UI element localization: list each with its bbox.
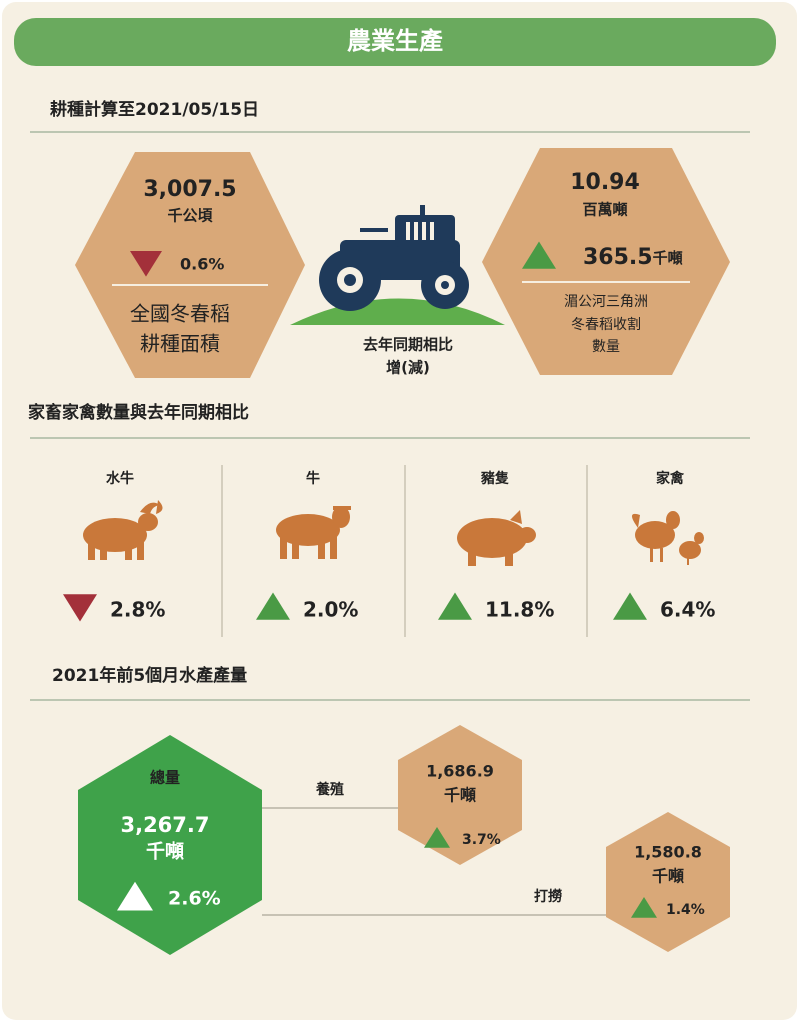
change: 6.4% [660,598,715,622]
connector-label: 打撈 [534,888,562,905]
change: 11.8% [485,598,554,622]
value: 1,580.8 [634,843,702,862]
change: 2.6% [168,888,221,910]
unit: 千公頃 [167,207,213,225]
unit: 百萬噸 [582,201,627,219]
compare-label: 去年同期相比 [363,336,453,354]
change: 0.6% [180,255,224,274]
trend-icon [130,251,162,277]
trend-icon [613,592,647,620]
change-unit: 千噸 [653,249,683,267]
trend-icon [63,594,97,622]
triangle [613,592,647,620]
animal-name: 牛 [306,470,320,487]
animal-icons [83,500,704,566]
value: 3,267.7 [120,813,209,837]
triangle [631,896,657,918]
triangle [63,594,97,622]
triangle [424,826,450,848]
section-heading: 耕種計算至2021/05/15日 [50,99,259,120]
value: 1,686.9 [426,762,494,781]
label: 總量 [150,769,180,787]
label: 湄公河三角洲 [564,294,648,310]
column-dividers [221,465,588,637]
trend-icon [522,241,556,269]
change: 2.0% [303,598,358,622]
section-heading: 2021年前5個月水產產量 [52,665,247,686]
change: 2.8% [110,598,165,622]
hexagon [75,152,305,378]
animal-name: 水牛 [106,470,134,487]
unit: 千噸 [444,786,476,805]
animal-name: 豬隻 [480,470,509,487]
change: 1.4% [666,902,705,918]
trend-icon [631,896,657,918]
header-bar [14,18,776,66]
value: 10.94 [570,170,640,195]
hexagon [482,148,730,375]
change: 3.7% [462,832,501,848]
unit: 千噸 [146,840,184,863]
tractor-icon [290,205,505,325]
connectors [262,807,610,916]
triangle [117,881,153,911]
unit: 千噸 [652,867,684,886]
trend-icon [256,592,290,620]
trend-icon [424,826,450,848]
triangle [438,592,472,620]
label: 耕種面積 [140,332,220,356]
animal-name: 家禽 [656,470,685,487]
trend-icon [117,881,153,911]
section-heading: 家畜家禽數量與去年同期相比 [28,402,249,423]
label: 數量 [592,339,620,355]
value: 3,007.5 [143,177,236,202]
compare-label: 增(減) [386,359,430,377]
connector-label: 養殖 [315,781,344,798]
triangle [256,592,290,620]
label: 全國冬春稻 [130,302,230,326]
header-title: 農業生產 [347,27,443,55]
triangle [522,241,556,269]
triangle [130,251,162,277]
change: 365.5千噸 [583,245,683,270]
label: 冬春稻收割 [571,316,641,333]
hexagon [398,725,522,865]
change-value: 365.5 [583,245,653,270]
trend-icon [438,592,472,620]
